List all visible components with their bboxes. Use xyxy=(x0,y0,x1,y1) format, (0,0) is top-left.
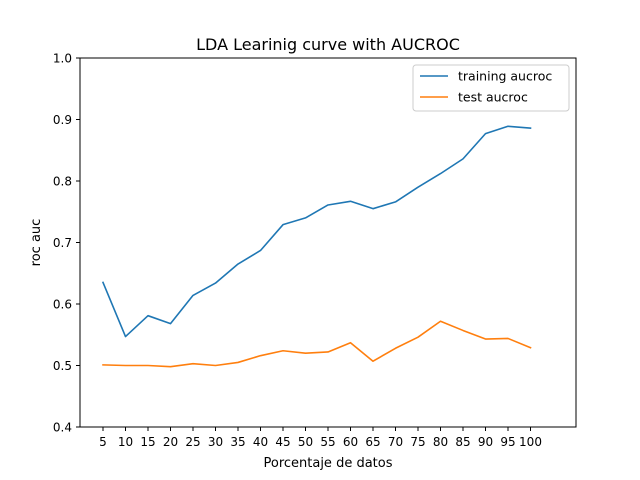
chart-title: LDA Learinig curve with AUCROC xyxy=(196,35,460,54)
x-axis: 5 10 15 20 25 30 35 40 45 50 55 60 65 70 75 80 85 90 95 100 xyxy=(99,427,542,449)
x-tick-label: 90 xyxy=(478,435,493,449)
y-tick-label: 1.0 xyxy=(53,52,72,66)
y-tick-label: 0.6 xyxy=(53,298,72,312)
y-axis: 0.4 0.5 0.6 0.7 0.8 0.9 1.0 xyxy=(53,52,80,435)
y-tick-label: 0.7 xyxy=(53,236,72,250)
y-tick-label: 0.9 xyxy=(53,113,72,127)
x-tick-label: 60 xyxy=(343,435,358,449)
x-tick-label: 75 xyxy=(410,435,425,449)
x-tick-label: 50 xyxy=(298,435,313,449)
x-tick-label: 45 xyxy=(275,435,290,449)
legend-label: training aucroc xyxy=(458,69,552,84)
series-line-test-aucroc xyxy=(102,320,532,368)
x-tick-label: 10 xyxy=(118,435,133,449)
x-tick-label: 5 xyxy=(99,435,107,449)
series-line-training-aucroc xyxy=(101,125,532,338)
x-tick-label: 15 xyxy=(140,435,155,449)
y-tick-label: 0.5 xyxy=(53,359,72,373)
legend-entries: training aucroc test aucroc xyxy=(420,69,552,105)
x-tick-label: 65 xyxy=(365,435,380,449)
x-tick-label: 20 xyxy=(163,435,178,449)
series-group xyxy=(101,125,532,368)
x-tick-label: 80 xyxy=(433,435,448,449)
legend: training aucroc test aucroc xyxy=(412,64,570,112)
x-tick-label: 40 xyxy=(253,435,268,449)
x-tick-label: 95 xyxy=(500,435,515,449)
y-tick-label: 0.4 xyxy=(53,421,72,435)
x-tick-label: 30 xyxy=(208,435,223,449)
y-axis-label: roc auc xyxy=(29,219,44,267)
x-tick-label: 70 xyxy=(388,435,403,449)
y-tick-label: 0.8 xyxy=(53,175,72,189)
legend-label: test aucroc xyxy=(458,90,528,105)
x-tick-label: 25 xyxy=(185,435,200,449)
x-tick-label: 100 xyxy=(519,435,542,449)
legend-box xyxy=(412,64,570,112)
x-tick-label: 55 xyxy=(320,435,335,449)
x-tick-label: 35 xyxy=(230,435,245,449)
x-axis-label: Porcentaje de datos xyxy=(263,456,392,471)
x-tick-label: 85 xyxy=(455,435,470,449)
